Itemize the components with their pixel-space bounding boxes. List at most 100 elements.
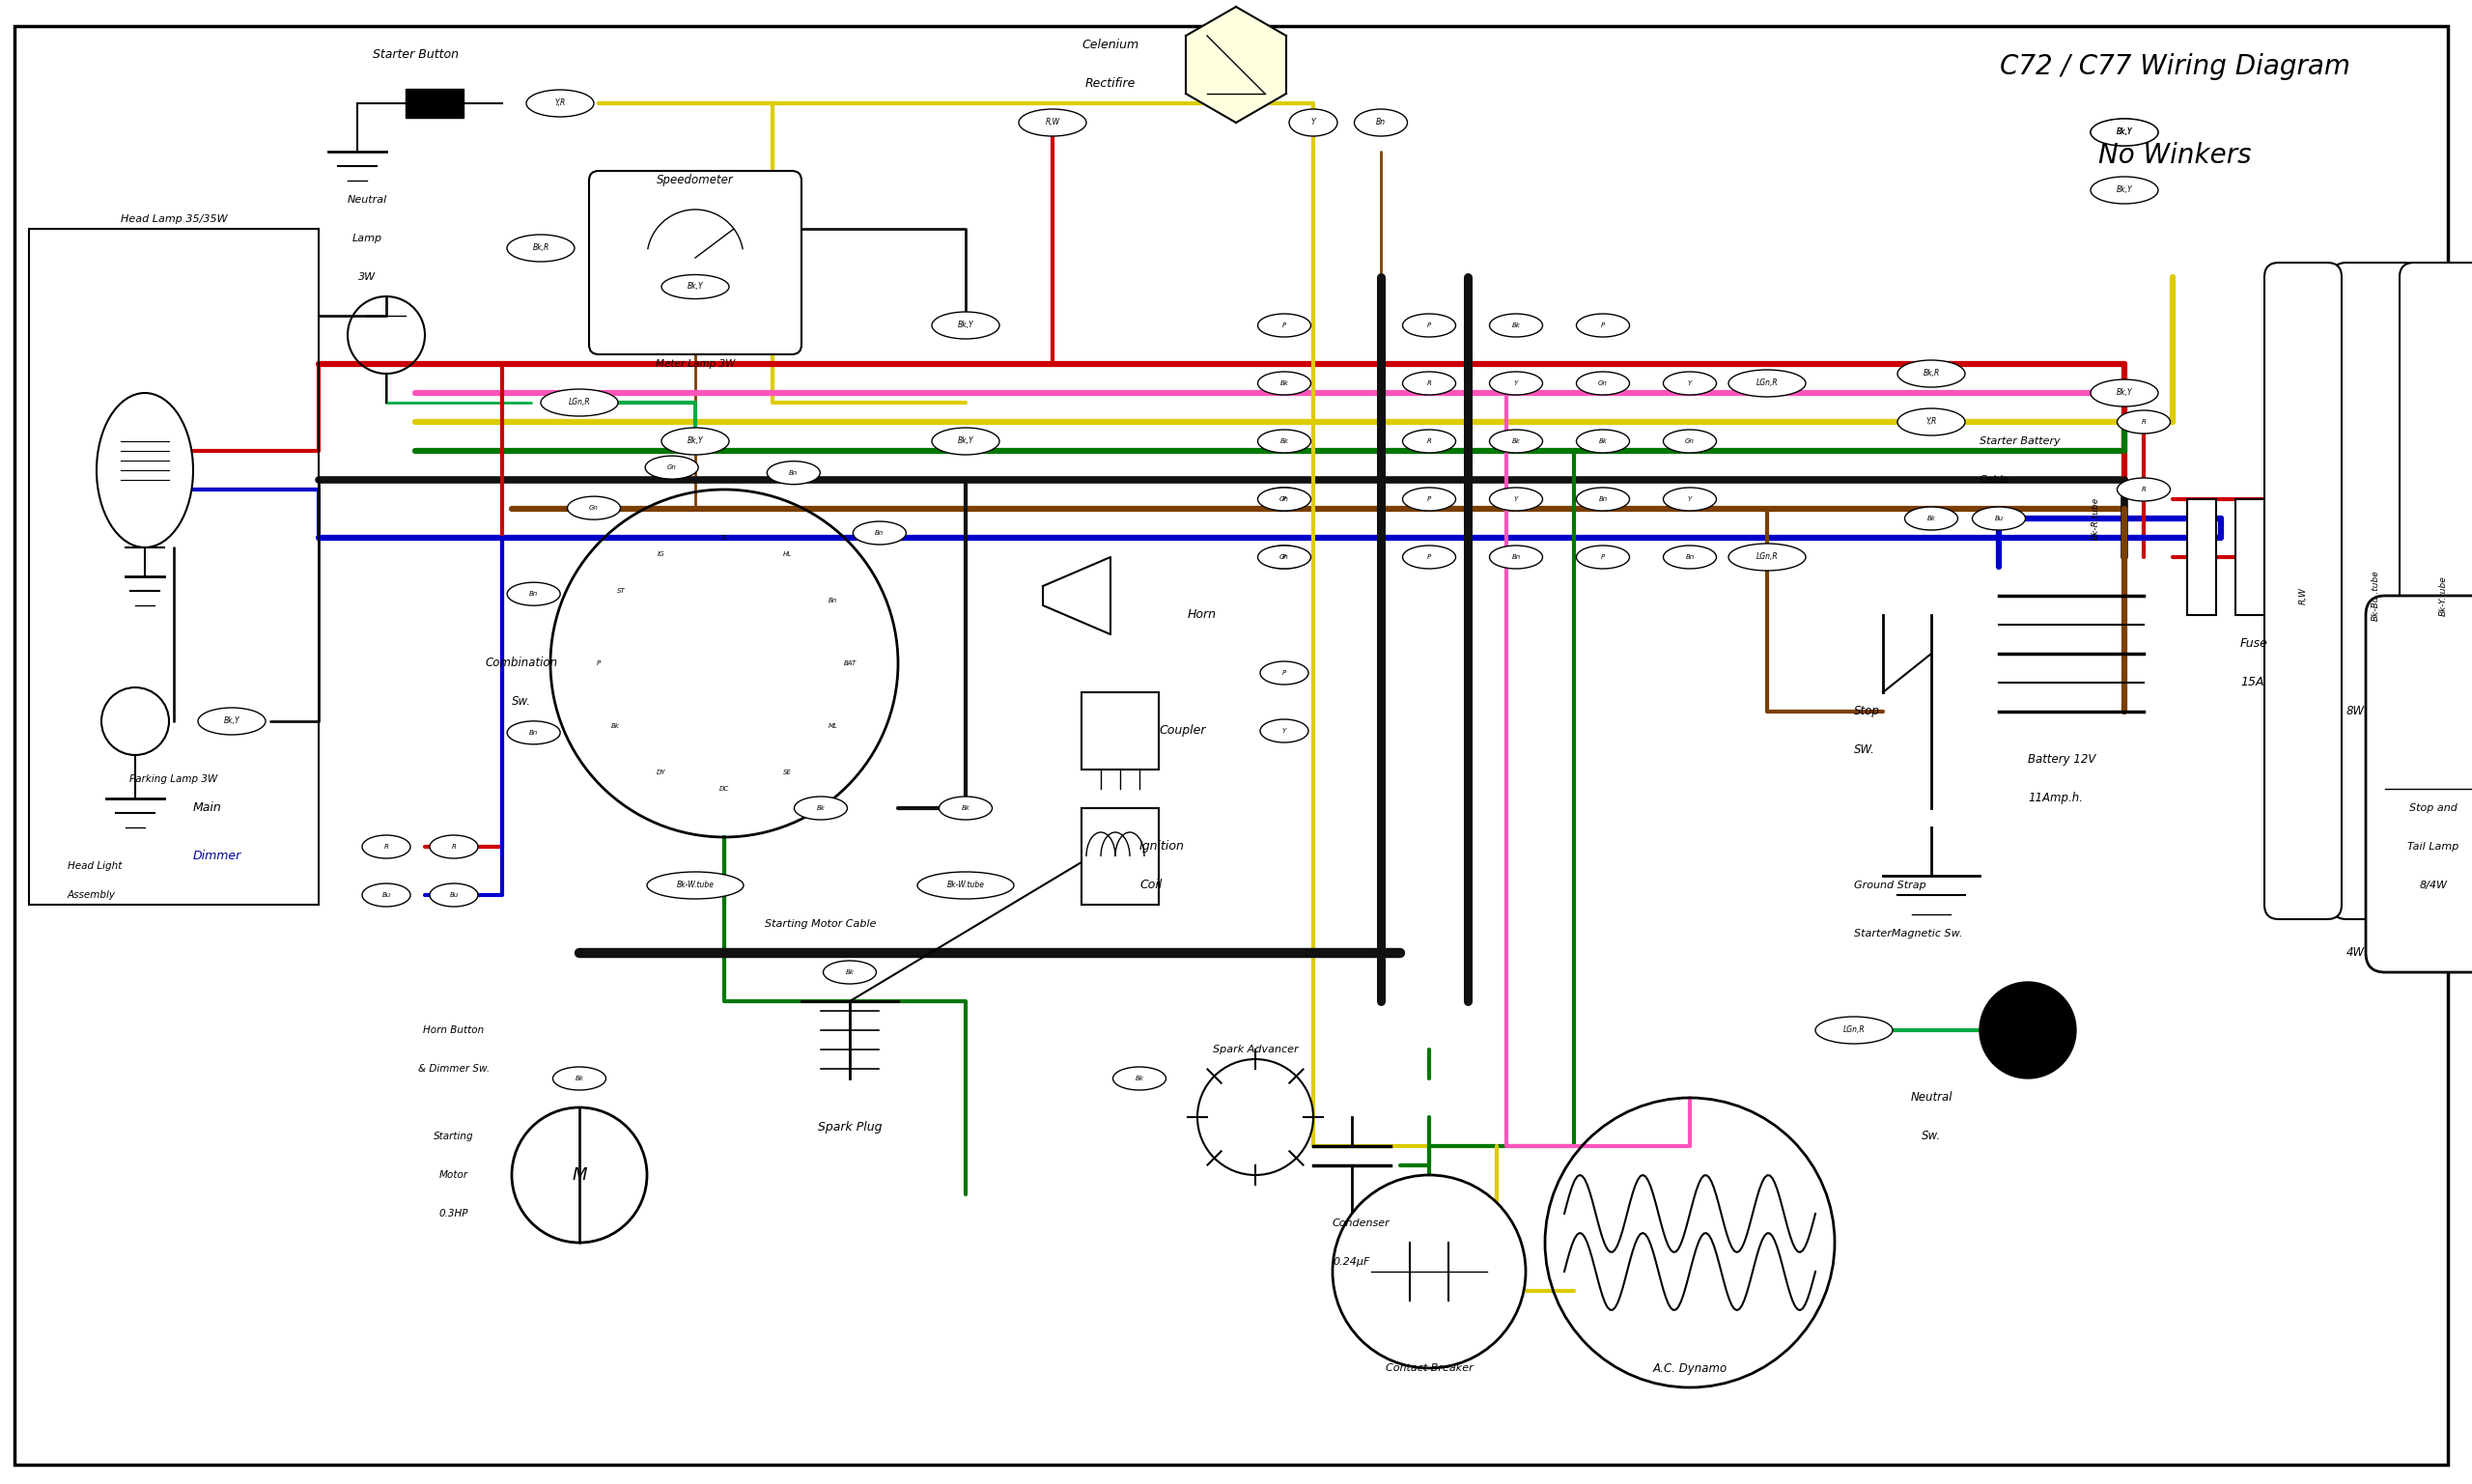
- Text: Motor: Motor: [440, 1171, 467, 1180]
- Ellipse shape: [1577, 488, 1629, 510]
- Ellipse shape: [1261, 662, 1308, 684]
- Text: 4W: 4W: [2346, 947, 2366, 959]
- Ellipse shape: [853, 521, 907, 545]
- Text: Bk: Bk: [845, 969, 853, 975]
- Text: Bn: Bn: [1599, 496, 1607, 502]
- Text: Bk-W.tube: Bk-W.tube: [947, 881, 984, 890]
- Bar: [30, 229, 319, 905]
- Ellipse shape: [2116, 411, 2170, 433]
- Text: Bk-Bu..tube: Bk-Bu..tube: [2371, 570, 2381, 622]
- Ellipse shape: [541, 389, 618, 416]
- Text: Horn Button: Horn Button: [423, 1025, 485, 1034]
- Text: Starter Battery: Starter Battery: [1980, 436, 2059, 447]
- Text: Coupler: Coupler: [1159, 724, 1206, 738]
- Text: HL: HL: [784, 552, 791, 558]
- Text: Head Lamp 35/35W: Head Lamp 35/35W: [121, 214, 227, 224]
- Text: Bk,Y: Bk,Y: [2116, 128, 2133, 137]
- Ellipse shape: [1261, 488, 1308, 510]
- Ellipse shape: [1728, 370, 1805, 396]
- Ellipse shape: [1906, 508, 1958, 530]
- Text: Y: Y: [1688, 380, 1691, 386]
- Text: 0.3HP: 0.3HP: [440, 1209, 470, 1218]
- Bar: [2188, 499, 2215, 614]
- Text: Y: Y: [1513, 496, 1518, 502]
- Text: LGn,R: LGn,R: [1755, 378, 1777, 387]
- FancyBboxPatch shape: [2366, 595, 2472, 972]
- Text: Neutral: Neutral: [1911, 1092, 1953, 1104]
- Ellipse shape: [198, 708, 265, 735]
- Text: Horn: Horn: [1187, 608, 1216, 622]
- Text: 0.24μF: 0.24μF: [1332, 1257, 1369, 1267]
- Ellipse shape: [1112, 1067, 1167, 1091]
- Text: ML: ML: [828, 723, 838, 729]
- Text: Starting: Starting: [433, 1132, 475, 1141]
- Text: Bk,Y: Bk,Y: [957, 321, 974, 329]
- Ellipse shape: [1577, 371, 1629, 395]
- Text: Sw.: Sw.: [1921, 1131, 1941, 1143]
- Text: Bk,Y: Bk,Y: [2116, 128, 2133, 137]
- Text: Tail Lamp: Tail Lamp: [2408, 841, 2460, 852]
- Circle shape: [1196, 1060, 1313, 1175]
- Text: R,W: R,W: [1046, 119, 1060, 128]
- Ellipse shape: [1018, 110, 1085, 137]
- Text: IG: IG: [658, 552, 665, 558]
- Ellipse shape: [1664, 430, 1716, 453]
- Ellipse shape: [794, 797, 848, 819]
- Bar: [405, 89, 465, 117]
- Ellipse shape: [1577, 313, 1629, 337]
- Ellipse shape: [662, 275, 729, 298]
- Text: A.C. Dynamo: A.C. Dynamo: [1654, 1362, 1728, 1374]
- Text: Battery 12V: Battery 12V: [2027, 754, 2096, 766]
- Text: SW.: SW.: [1854, 743, 1876, 757]
- Text: R: R: [2141, 487, 2146, 493]
- Text: Meter Lamp 3W: Meter Lamp 3W: [655, 359, 734, 370]
- Ellipse shape: [1258, 313, 1310, 337]
- Ellipse shape: [1577, 546, 1629, 568]
- Text: Bk,Y: Bk,Y: [2116, 186, 2133, 194]
- Ellipse shape: [1288, 110, 1337, 137]
- Ellipse shape: [932, 312, 999, 338]
- Text: StarterMagnetic Sw.: StarterMagnetic Sw.: [1854, 929, 1963, 938]
- Ellipse shape: [823, 960, 875, 984]
- Text: Bk: Bk: [1135, 1076, 1145, 1082]
- Ellipse shape: [2091, 177, 2158, 203]
- Text: Bk,Y: Bk,Y: [687, 436, 702, 445]
- Text: Bk,Y: Bk,Y: [957, 436, 974, 445]
- Text: Bn: Bn: [1510, 554, 1520, 559]
- Text: Gn: Gn: [667, 464, 677, 470]
- Ellipse shape: [1664, 371, 1716, 395]
- Text: Bk: Bk: [1513, 322, 1520, 328]
- Ellipse shape: [939, 797, 991, 819]
- Ellipse shape: [507, 721, 561, 745]
- Text: Parking Lamp 3W: Parking Lamp 3W: [129, 775, 218, 784]
- Text: Bk: Bk: [1280, 380, 1288, 386]
- Text: Bk: Bk: [1280, 438, 1288, 444]
- Text: Bk,Y: Bk,Y: [687, 282, 702, 291]
- Text: Y: Y: [1688, 496, 1691, 502]
- Ellipse shape: [554, 1067, 606, 1091]
- Text: P: P: [596, 660, 601, 666]
- Ellipse shape: [1577, 430, 1629, 453]
- Ellipse shape: [1261, 546, 1308, 568]
- Text: Spark Advancer: Spark Advancer: [1214, 1045, 1298, 1054]
- Text: P: P: [1283, 496, 1285, 502]
- Text: BAT: BAT: [843, 660, 855, 666]
- Text: Bu: Bu: [1995, 515, 2002, 521]
- Text: Gn: Gn: [1280, 496, 1288, 502]
- Text: DC: DC: [719, 787, 729, 792]
- Text: Y: Y: [1283, 729, 1285, 733]
- Text: Fuse: Fuse: [2240, 638, 2269, 650]
- Text: Speedometer: Speedometer: [658, 174, 734, 187]
- Ellipse shape: [766, 462, 821, 484]
- Text: Y: Y: [1513, 380, 1518, 386]
- Text: & Dimmer Sw.: & Dimmer Sw.: [418, 1064, 489, 1073]
- Ellipse shape: [1261, 720, 1308, 742]
- Bar: [2235, 499, 2264, 614]
- Circle shape: [1332, 1175, 1525, 1368]
- Text: M: M: [571, 1166, 586, 1184]
- Ellipse shape: [1491, 313, 1543, 337]
- FancyBboxPatch shape: [2264, 263, 2341, 919]
- Text: P: P: [1426, 554, 1431, 559]
- Text: TL: TL: [719, 534, 729, 540]
- Ellipse shape: [1355, 110, 1407, 137]
